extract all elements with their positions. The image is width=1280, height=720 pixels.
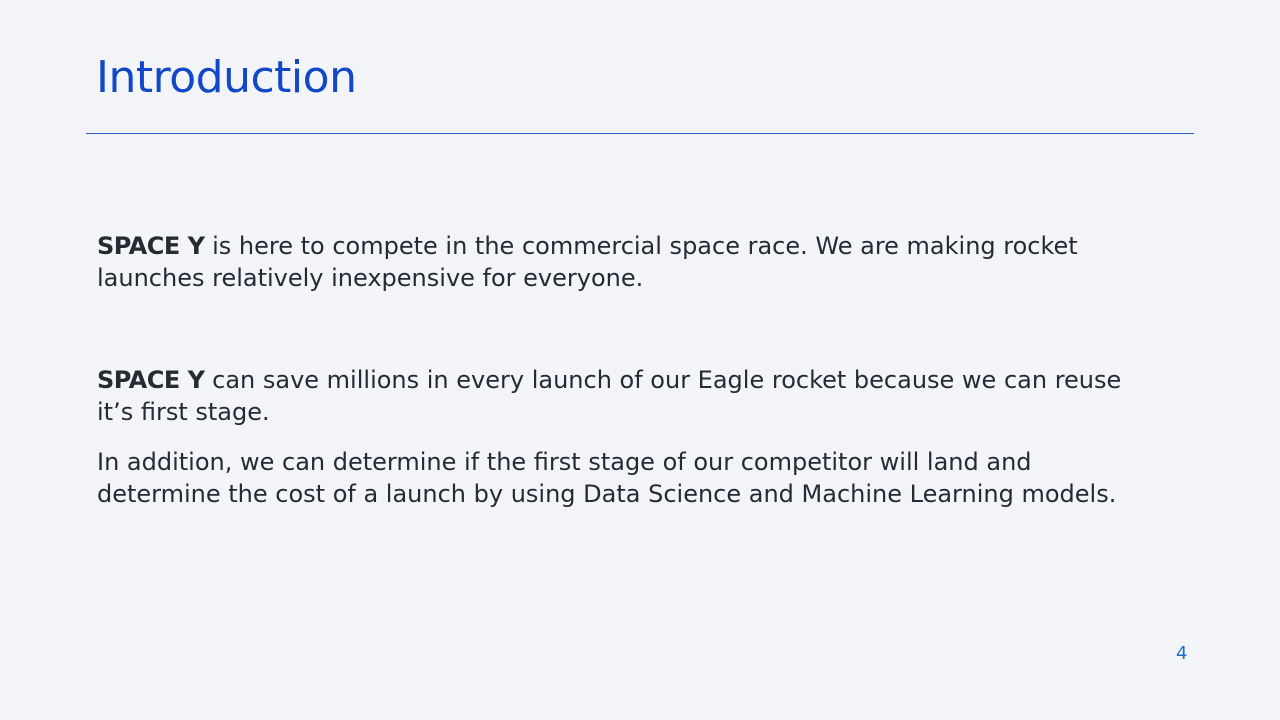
brand-name: SPACE Y <box>97 232 205 260</box>
slide-body: SPACE Y is here to compete in the commer… <box>97 230 1137 510</box>
paragraph-intro: SPACE Y is here to compete in the commer… <box>97 230 1137 294</box>
paragraph-savings: SPACE Y can save millions in every launc… <box>97 364 1137 428</box>
paragraph-text: can save millions in every launch of our… <box>97 366 1122 426</box>
paragraph-text: is here to compete in the commercial spa… <box>97 232 1078 292</box>
paragraph-addition: In addition, we can determine if the fir… <box>97 446 1137 510</box>
slide-title: Introduction <box>96 52 357 103</box>
page-number: 4 <box>1176 643 1188 664</box>
brand-name: SPACE Y <box>97 366 205 394</box>
paragraph-text: In addition, we can determine if the fir… <box>97 448 1117 508</box>
title-divider <box>86 133 1194 134</box>
